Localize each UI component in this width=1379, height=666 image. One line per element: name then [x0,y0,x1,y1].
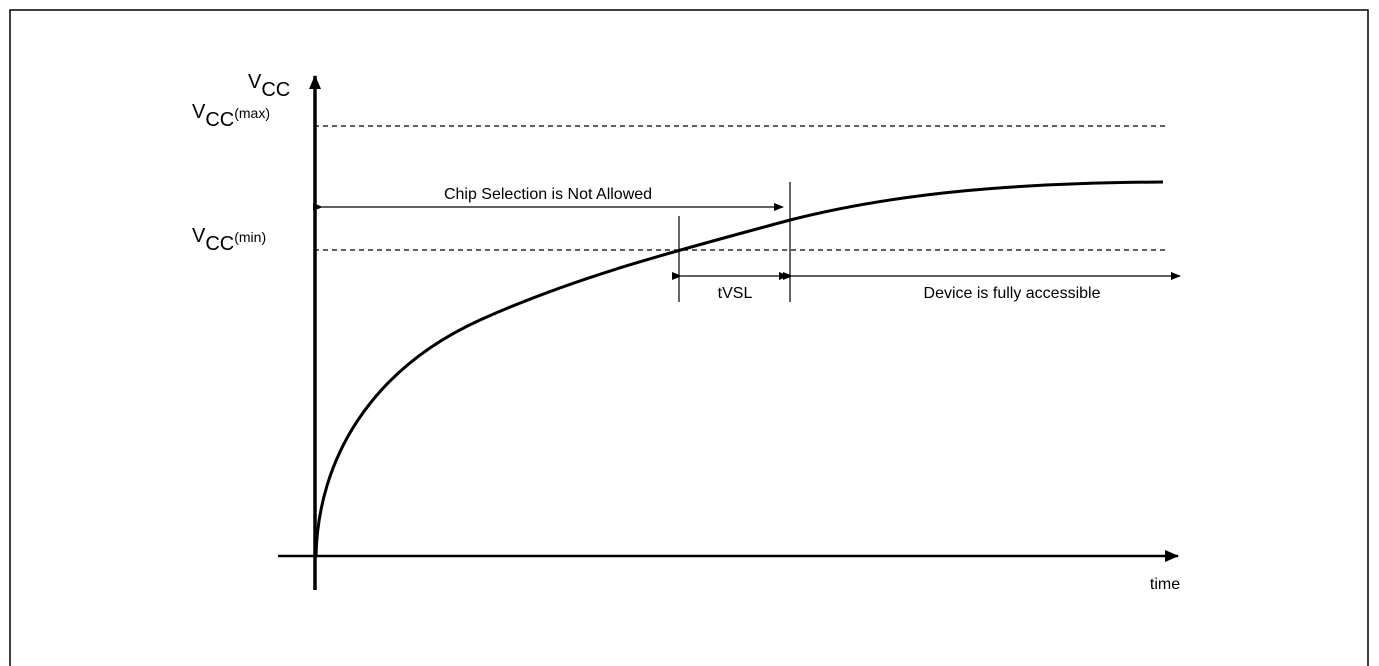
vcc-max-label: VCC(max) [192,101,270,131]
tvsl-label: tVSL [718,285,753,302]
y-axis-label: VCC [248,71,290,101]
device-accessible-label: Device is fully accessible [924,285,1101,302]
x-axis-label: time [1150,576,1180,593]
vcc-rise-curve [314,180,1164,557]
vcc-min-label: VCC(min) [192,225,266,255]
diagram-frame [9,9,1369,666]
chip-selection-label: Chip Selection is Not Allowed [444,186,652,203]
